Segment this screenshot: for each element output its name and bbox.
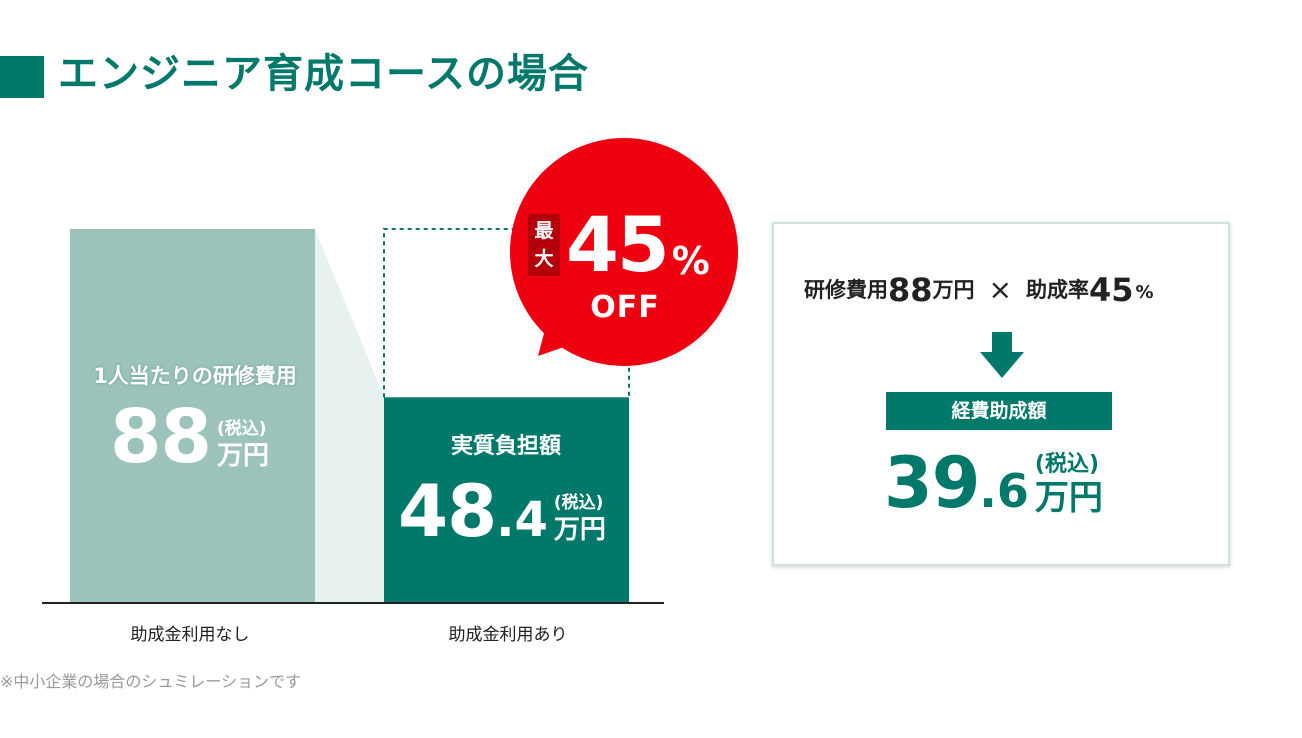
badge-max-label: 最 大 [528, 214, 560, 276]
formula-rate-label: 助成率 [1026, 278, 1089, 302]
result-unit-stack: (税込) 万円 [1035, 452, 1103, 518]
bar-value-number: 88 [110, 394, 212, 480]
formula-rate-unit: % [1135, 282, 1154, 303]
result-amount: 39 .6 (税込) 万円 [884, 446, 1103, 520]
multiply-sign: × [988, 273, 1012, 306]
badge-percent: 45 % [566, 200, 710, 290]
bar-value-number: 48 [398, 469, 497, 553]
result-label: 経費助成額 [886, 392, 1112, 430]
badge-percent-number: 45 [566, 200, 670, 289]
badge-max-char-1: 最 [534, 220, 554, 242]
discount-badge [510, 138, 738, 366]
formula-rate-value: 45 [1089, 271, 1134, 309]
category-label-no-subsidy: 助成金利用なし [130, 625, 250, 645]
title-marker [0, 56, 44, 98]
bar-without-subsidy [70, 229, 315, 603]
tax-included-label: (税込) [216, 419, 267, 439]
bar-label-actual-burden: 実質負担額 [450, 434, 561, 459]
tax-included-label: (税込) [553, 493, 604, 513]
tax-included-label: (税込) [1034, 452, 1100, 477]
formula-cost-value: 88 [888, 271, 933, 309]
unit-label: 万円 [216, 441, 269, 471]
formula-cost-unit: 万円 [932, 278, 975, 302]
bar-connector-shade [315, 229, 384, 603]
badge-off-label: OFF [590, 290, 660, 325]
formula-cost-label: 研修費用 [804, 278, 888, 302]
unit-label: 万円 [1034, 478, 1103, 518]
page-title: エンジニア育成コースの場合 [58, 51, 589, 97]
arrow-down-icon [980, 332, 1024, 378]
category-label-with-subsidy: 助成金利用あり [448, 625, 568, 645]
footnote: ※中小企業の場合のシュミレーションです [0, 672, 302, 691]
subsidy-formula: 研修費用 88 万円 × 助成率 45 % [804, 270, 1154, 310]
bar-value-decimal: .4 [496, 492, 548, 548]
bar-value-training-cost: 88 (税込) 万円 [110, 400, 269, 474]
bar-with-subsidy [384, 397, 629, 603]
badge-max-char-2: 大 [534, 248, 554, 270]
bar-value-unit-stack: (税込) 万円 [554, 492, 606, 546]
unit-label: 万円 [553, 515, 606, 545]
result-number: 39 [884, 442, 980, 524]
badge-circle [510, 138, 738, 366]
bar-value-actual-burden: 48 .4 (税込) 万円 [398, 474, 606, 548]
bar-label-training-cost: 1人当たりの研修費用 [93, 364, 297, 388]
bar-value-unit-stack: (税込) 万円 [217, 418, 269, 472]
badge-percent-sign: % [671, 239, 710, 283]
result-decimal: .6 [979, 464, 1029, 518]
